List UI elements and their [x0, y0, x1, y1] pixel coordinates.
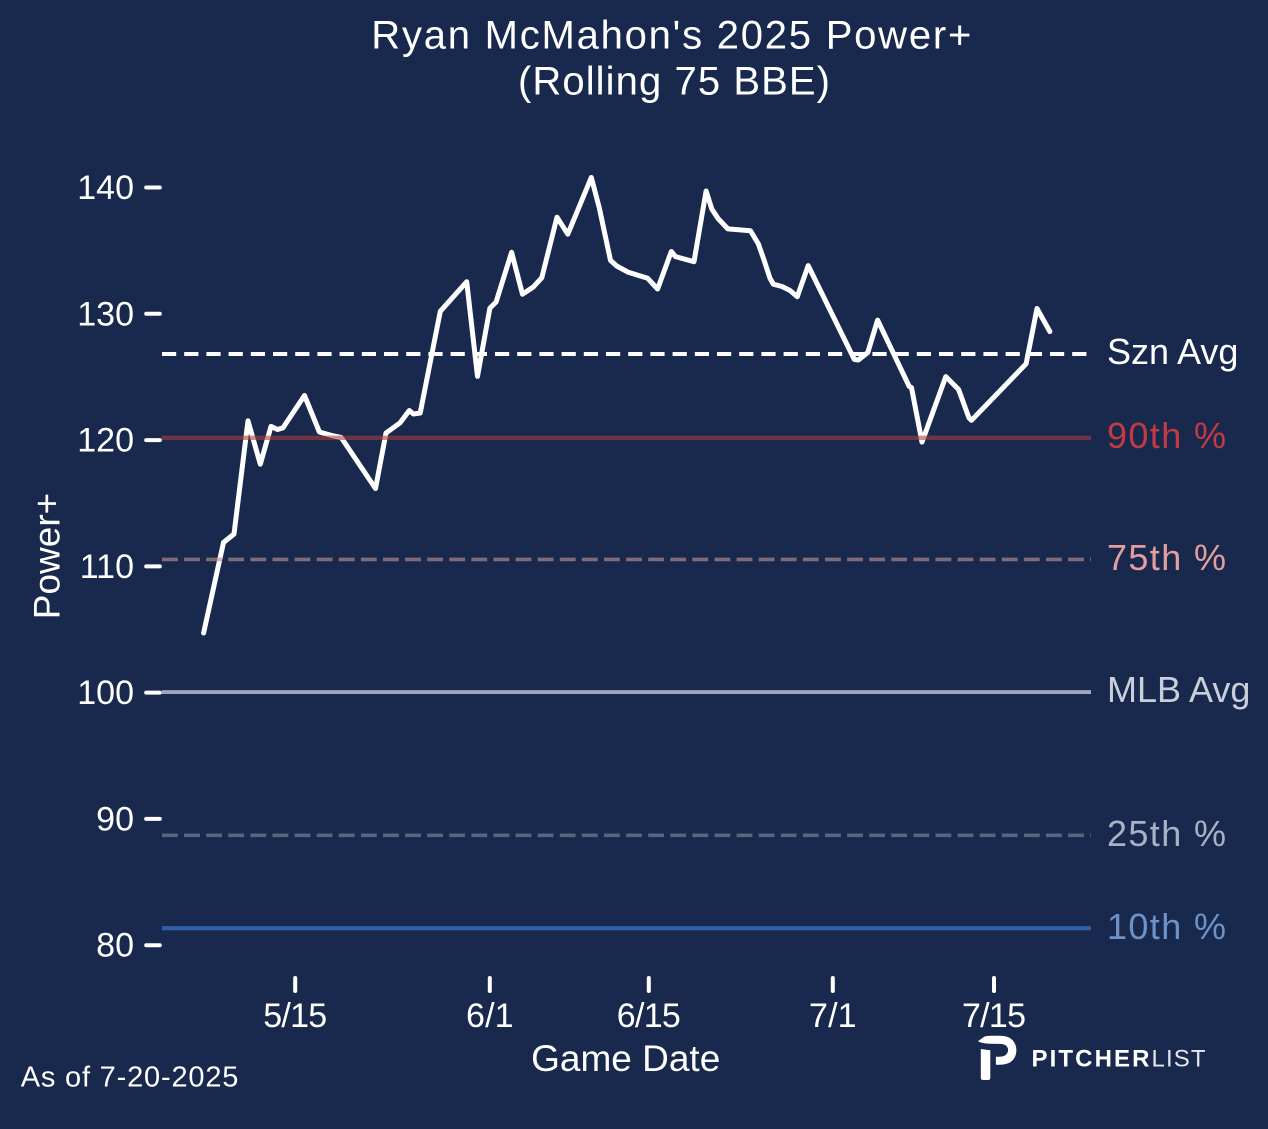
svg-text:100: 100 [77, 674, 134, 712]
svg-text:120: 120 [77, 422, 134, 460]
svg-text:140: 140 [77, 169, 134, 207]
svg-text:(Rolling 75 BBE): (Rolling 75 BBE) [518, 60, 830, 104]
svg-text:PITCHER: PITCHER [1032, 1046, 1150, 1073]
svg-text:110: 110 [80, 548, 134, 586]
svg-text:As of 7-20-2025: As of 7-20-2025 [21, 1061, 239, 1093]
svg-text:Power+: Power+ [27, 493, 68, 619]
svg-text:5/15: 5/15 [263, 997, 327, 1035]
svg-text:90: 90 [96, 800, 134, 838]
svg-text:10th %: 10th % [1107, 906, 1226, 947]
svg-text:7/1: 7/1 [809, 997, 857, 1035]
svg-text:MLB Avg: MLB Avg [1107, 669, 1250, 710]
svg-text:80: 80 [96, 927, 134, 965]
svg-text:7/15: 7/15 [962, 997, 1026, 1035]
svg-text:25th %: 25th % [1107, 813, 1226, 854]
svg-text:LIST: LIST [1152, 1046, 1206, 1073]
svg-text:75th %: 75th % [1107, 537, 1226, 578]
svg-text:Game Date: Game Date [531, 1038, 720, 1079]
svg-text:Szn Avg: Szn Avg [1107, 331, 1238, 372]
svg-text:90th %: 90th % [1107, 415, 1226, 456]
svg-text:130: 130 [77, 295, 134, 333]
svg-text:6/1: 6/1 [466, 997, 514, 1035]
svg-text:6/15: 6/15 [617, 997, 681, 1035]
